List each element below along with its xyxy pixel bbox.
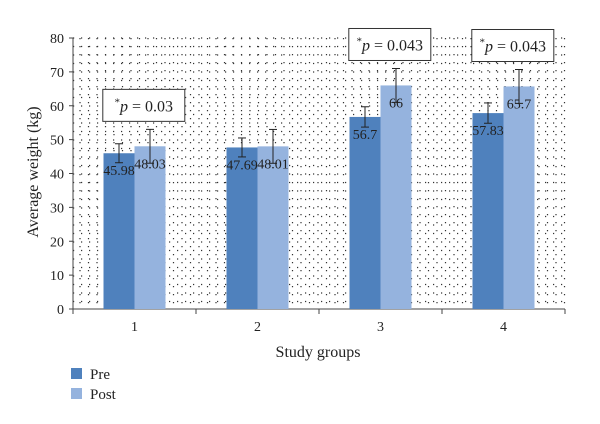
annotation-text: *p = 0.043 (357, 35, 424, 54)
y-tick-label: 60 (50, 100, 64, 115)
annotation-text: *p = 0.043 (480, 37, 547, 56)
error-bars (115, 67, 523, 164)
data-label: 45.98 (103, 164, 135, 179)
legend-label-post: Post (90, 387, 117, 403)
data-label: 56.7 (353, 128, 378, 143)
annotation-box (471, 29, 555, 63)
y-tick-label: 50 (50, 134, 64, 149)
p-value-annotation: *p = 0.043 (348, 27, 432, 61)
data-label: 48.01 (257, 157, 289, 172)
y-tick-labels: 0 10 20 30 40 50 60 70 80 (50, 32, 64, 318)
x-tick-label: 3 (377, 320, 384, 335)
p-value-annotation: *p = 0.03 (102, 88, 186, 122)
bar-pre (103, 153, 135, 309)
annotation-text: *p = 0.03 (115, 96, 174, 115)
bar-pre (226, 147, 258, 309)
legend-swatch-pre (71, 368, 82, 379)
legend: Pre Post (71, 367, 117, 403)
y-tick-label: 80 (50, 32, 64, 47)
x-tick-labels: 1 2 3 4 (131, 320, 507, 335)
bar-post (257, 146, 289, 309)
data-label: 48.03 (134, 157, 166, 172)
y-tick-label: 0 (57, 303, 64, 318)
y-tick-label: 10 (50, 269, 64, 284)
legend-label-pre: Pre (90, 367, 110, 383)
bar-pre (472, 113, 504, 309)
data-label: 65.7 (507, 97, 532, 112)
annotation-box (348, 27, 432, 61)
annotation-box (102, 88, 186, 122)
bars (103, 85, 535, 310)
x-tick-label: 1 (131, 320, 138, 335)
data-label: 57.83 (472, 124, 504, 139)
data-label: 66 (389, 96, 403, 111)
p-value-annotation: *p = 0.043 (471, 29, 555, 63)
x-tick-label: 4 (500, 320, 507, 335)
x-tick-label: 2 (254, 320, 261, 335)
y-tick-label: 20 (50, 235, 64, 250)
y-tick-label: 30 (50, 201, 64, 216)
y-tick-label: 40 (50, 168, 64, 183)
bar-post (503, 86, 535, 309)
annotations: *p = 0.03 *p = 0.043 *p = 0.043 (102, 27, 555, 122)
bar-pre (349, 116, 381, 310)
x-axis-title: Study groups (276, 344, 361, 361)
y-axis-title: Average weight (kg) (25, 106, 42, 237)
bar-post (380, 85, 412, 309)
y-tick-label: 70 (50, 66, 64, 81)
bar-post (134, 146, 166, 309)
legend-swatch-post (71, 388, 82, 399)
data-label: 47.69 (226, 158, 258, 173)
